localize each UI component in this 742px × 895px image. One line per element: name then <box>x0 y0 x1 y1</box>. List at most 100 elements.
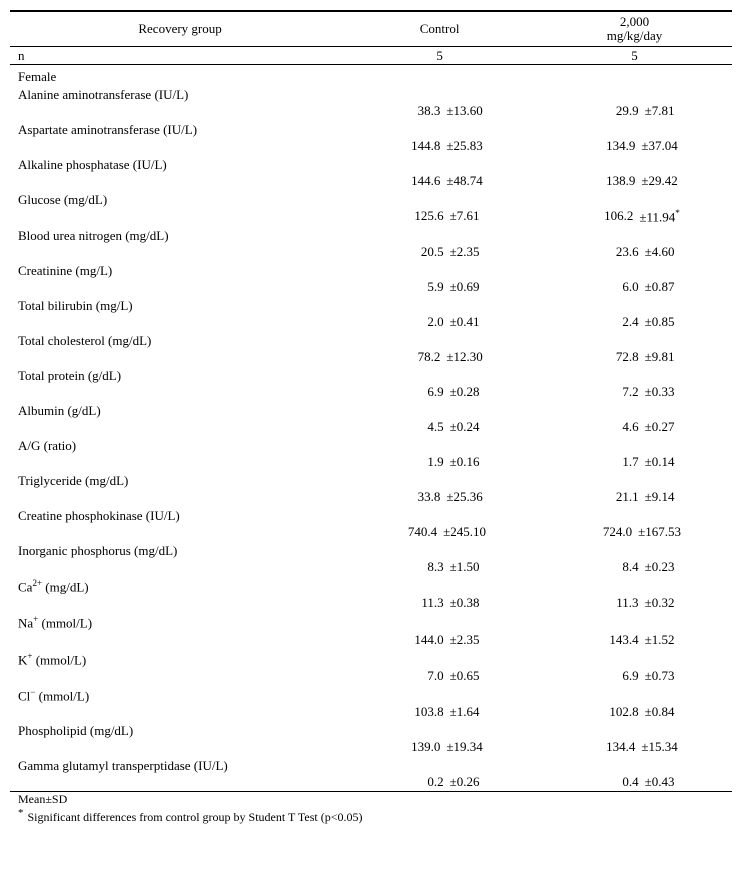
param-label-row: Alkaline phosphatase (IU/L) <box>10 155 732 173</box>
param-label-row: Triglyceride (mg/dL) <box>10 471 732 489</box>
param-label-row: Gamma glutamyl transperptidase (IU/L) <box>10 756 732 774</box>
param-value-row: 33.8±25.3621.1±9.14 <box>10 489 732 506</box>
param-label-row: Phospholipid (mg/dL) <box>10 721 732 739</box>
control-value: 0.2±0.26 <box>342 774 537 790</box>
param-label: Gamma glutamyl transperptidase (IU/L) <box>10 758 342 774</box>
dose-value: 7.2±0.33 <box>537 384 732 400</box>
dose-value: 4.6±0.27 <box>537 419 732 435</box>
section-label: Female <box>10 65 732 85</box>
param-label: Creatine phosphokinase (IU/L) <box>10 508 342 524</box>
control-value: 2.0±0.41 <box>342 314 537 330</box>
dose-value: 138.9±29.42 <box>537 173 732 189</box>
param-value-row: 125.6±7.61106.2±11.94* <box>10 208 732 226</box>
control-value: 38.3±13.60 <box>342 103 537 119</box>
param-value-row: 0.2±0.260.4±0.43 <box>10 774 732 791</box>
dose-value: 6.9±0.73 <box>537 668 732 684</box>
param-value-row: 7.0±0.656.9±0.73 <box>10 668 732 685</box>
footnote-star-icon: * <box>18 807 24 819</box>
param-label: Creatinine (mg/L) <box>10 263 342 279</box>
control-value: 125.6±7.61 <box>342 208 537 225</box>
param-label: Blood urea nitrogen (mg/dL) <box>10 228 342 244</box>
param-label: Aspartate aminotransferase (IU/L) <box>10 122 342 138</box>
dose-value: 143.4±1.52 <box>537 632 732 648</box>
param-label: Alkaline phosphatase (IU/L) <box>10 157 342 173</box>
param-label-row: Ca2+ (mg/dL) <box>10 576 732 595</box>
param-label: Inorganic phosphorus (mg/dL) <box>10 543 342 559</box>
param-value-row: 11.3±0.3811.3±0.32 <box>10 595 732 612</box>
footnote-text: Significant differences from control gro… <box>28 810 363 824</box>
param-label: Alanine aminotransferase (IU/L) <box>10 87 342 103</box>
param-label: Triglyceride (mg/dL) <box>10 473 342 489</box>
param-label-row: A/G (ratio) <box>10 436 732 454</box>
control-value: 1.9±0.16 <box>342 454 537 470</box>
dose-value: 134.4±15.34 <box>537 739 732 755</box>
param-label-row: Cl− (mmol/L) <box>10 685 732 704</box>
control-value: 20.5±2.35 <box>342 244 537 260</box>
dose-value: 2.4±0.85 <box>537 314 732 330</box>
param-label: Total bilirubin (mg/L) <box>10 298 342 314</box>
header-col2: Control <box>342 21 537 37</box>
dose-value: 0.4±0.43 <box>537 774 732 790</box>
control-value: 11.3±0.38 <box>342 595 537 611</box>
param-label: Na+ (mmol/L) <box>10 614 342 631</box>
dose-value: 134.9±37.04 <box>537 138 732 154</box>
param-value-row: 1.9±0.161.7±0.14 <box>10 454 732 471</box>
dose-value: 11.3±0.32 <box>537 595 732 611</box>
dose-value: 6.0±0.87 <box>537 279 732 295</box>
param-label-row: Total cholesterol (mg/dL) <box>10 331 732 349</box>
recovery-table: Recovery group Control 2,000 mg/kg/day n… <box>10 10 732 824</box>
param-label: Ca2+ (mg/dL) <box>10 578 342 595</box>
param-label-row: K+ (mmol/L) <box>10 649 732 668</box>
footnote-significance: * Significant differences from control gr… <box>10 807 732 824</box>
dose-value: 724.0±167.53 <box>537 524 732 540</box>
n-row: n 5 5 <box>10 47 732 64</box>
param-value-row: 144.8±25.83134.9±37.04 <box>10 138 732 155</box>
dose-value: 106.2±11.94* <box>537 208 732 225</box>
param-label-row: Glucose (mg/dL) <box>10 190 732 208</box>
param-value-row: 139.0±19.34134.4±15.34 <box>10 739 732 756</box>
control-value: 33.8±25.36 <box>342 489 537 505</box>
param-value-row: 2.0±0.412.4±0.85 <box>10 314 732 331</box>
control-value: 103.8±1.64 <box>342 704 537 720</box>
param-label: A/G (ratio) <box>10 438 342 454</box>
dose-value: 102.8±0.84 <box>537 704 732 720</box>
param-label: Albumin (g/dL) <box>10 403 342 419</box>
n-control: 5 <box>342 48 537 64</box>
header-col3: 2,000 mg/kg/day <box>537 15 732 44</box>
param-label: Cl− (mmol/L) <box>10 687 342 704</box>
param-value-row: 740.4±245.10724.0±167.53 <box>10 524 732 541</box>
param-value-row: 5.9±0.696.0±0.87 <box>10 279 732 296</box>
footnote-mean-sd: Mean±SD <box>10 792 732 806</box>
param-label: Glucose (mg/dL) <box>10 192 342 208</box>
dose-value: 23.6±4.60 <box>537 244 732 260</box>
control-value: 740.4±245.10 <box>342 524 537 540</box>
param-value-row: 78.2±12.3072.8±9.81 <box>10 349 732 366</box>
param-label-row: Creatine phosphokinase (IU/L) <box>10 506 732 524</box>
param-value-row: 4.5±0.244.6±0.27 <box>10 419 732 436</box>
param-value-row: 8.3±1.508.4±0.23 <box>10 559 732 576</box>
param-label: Total cholesterol (mg/dL) <box>10 333 342 349</box>
param-label: Total protein (g/dL) <box>10 368 342 384</box>
param-label-row: Albumin (g/dL) <box>10 401 732 419</box>
dose-value: 1.7±0.14 <box>537 454 732 470</box>
control-value: 139.0±19.34 <box>342 739 537 755</box>
control-value: 6.9±0.28 <box>342 384 537 400</box>
dose-value: 8.4±0.23 <box>537 559 732 575</box>
param-label-row: Aspartate aminotransferase (IU/L) <box>10 120 732 138</box>
header-col3-line2: mg/kg/day <box>607 28 663 43</box>
dose-value: 21.1±9.14 <box>537 489 732 505</box>
param-label-row: Total protein (g/dL) <box>10 366 732 384</box>
param-value-row: 144.6±48.74138.9±29.42 <box>10 173 732 190</box>
control-value: 5.9±0.69 <box>342 279 537 295</box>
control-value: 8.3±1.50 <box>342 559 537 575</box>
control-value: 144.8±25.83 <box>342 138 537 154</box>
control-value: 78.2±12.30 <box>342 349 537 365</box>
param-value-row: 38.3±13.6029.9±7.81 <box>10 103 732 120</box>
param-value-row: 20.5±2.3523.6±4.60 <box>10 244 732 261</box>
control-value: 4.5±0.24 <box>342 419 537 435</box>
header-col1: Recovery group <box>10 21 342 37</box>
param-label-row: Alanine aminotransferase (IU/L) <box>10 85 732 103</box>
param-value-row: 103.8±1.64102.8±0.84 <box>10 704 732 721</box>
control-value: 144.0±2.35 <box>342 632 537 648</box>
param-label-row: Inorganic phosphorus (mg/dL) <box>10 541 732 559</box>
